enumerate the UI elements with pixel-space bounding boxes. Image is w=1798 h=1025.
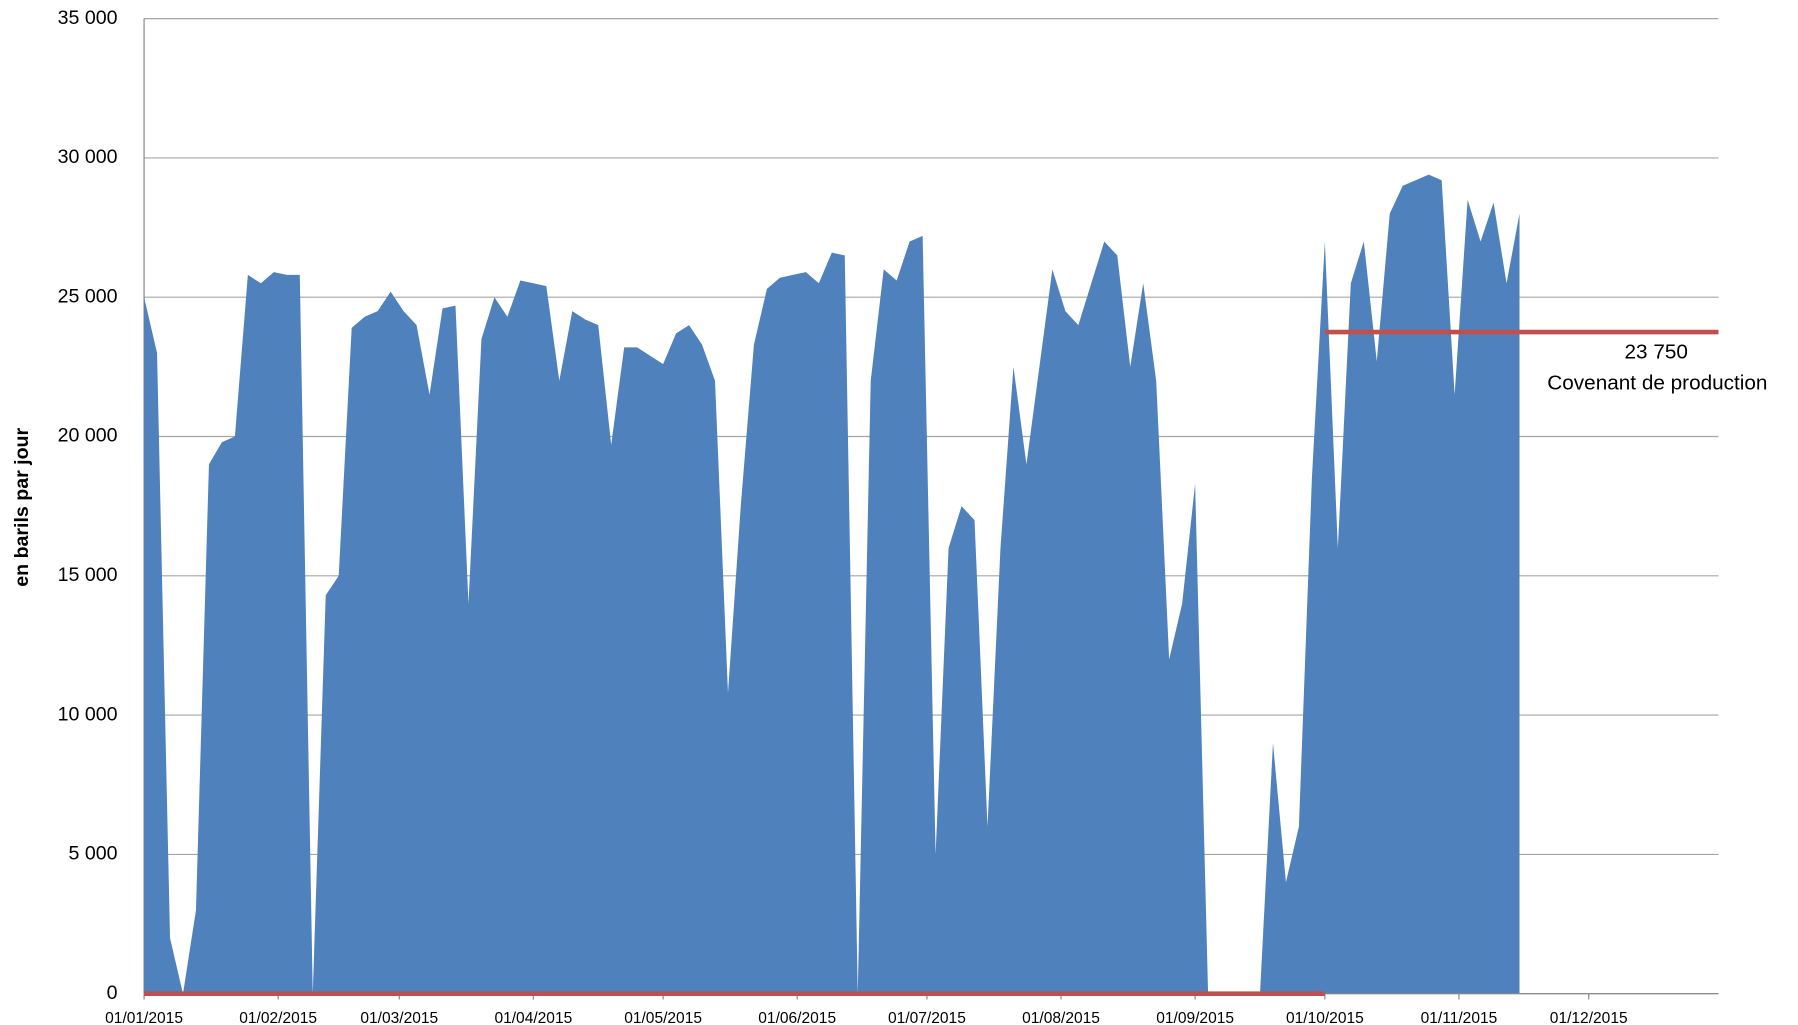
y-tick-label: 30 000 [58, 146, 118, 168]
x-tick-label: 01/10/2015 [1286, 1010, 1364, 1025]
x-tick-label: 01/03/2015 [360, 1010, 438, 1025]
x-tick-label: 01/11/2015 [1421, 1010, 1498, 1025]
x-tick-label: 01/02/2015 [239, 1010, 317, 1025]
area [144, 174, 1520, 994]
y-tick-label: 5 000 [69, 843, 118, 865]
x-tick-label: 01/04/2015 [494, 1010, 572, 1025]
y-tick-label: 0 [107, 982, 118, 1004]
x-tick-label: 01/12/2015 [1550, 1010, 1628, 1025]
x-tick-label: 01/07/2015 [888, 1010, 966, 1025]
y-axis-label: en barils par jour [11, 428, 33, 587]
y-tick-label: 25 000 [58, 285, 118, 307]
y-tick-label: 10 000 [58, 703, 118, 725]
x-tick-label: 01/06/2015 [758, 1010, 836, 1025]
x-tick-label: 01/01/2015 [105, 1010, 183, 1025]
x-tick-label: 01/05/2015 [624, 1010, 702, 1025]
covenant-name: Covenant de production [1547, 371, 1767, 394]
y-tick-label: 20 000 [58, 425, 118, 447]
y-tick-label: 35 000 [58, 7, 118, 29]
y-tick-label: 15 000 [58, 564, 118, 586]
covenant-value-label: 23 750 [1625, 340, 1688, 363]
x-tick-label: 01/09/2015 [1156, 1010, 1234, 1025]
x-tick-label: 01/08/2015 [1022, 1010, 1100, 1025]
